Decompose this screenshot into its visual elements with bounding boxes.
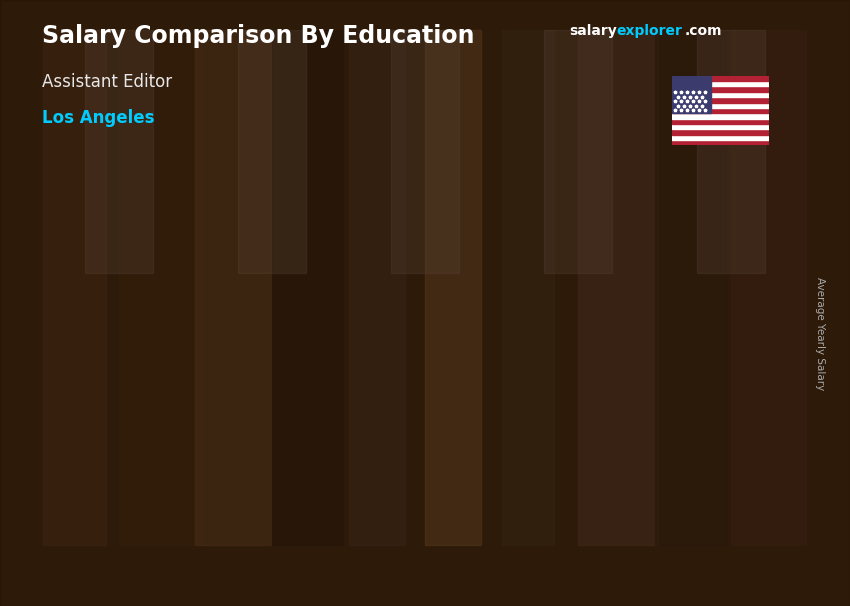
Bar (502, 30, 554, 545)
Bar (647, 254, 661, 533)
Text: Certificate or
Diploma: Certificate or Diploma (351, 556, 455, 586)
Bar (672, 92, 769, 97)
Bar (672, 76, 769, 81)
Bar (555, 247, 661, 254)
Text: 68,500 USD: 68,500 USD (44, 342, 141, 358)
Bar (654, 30, 726, 545)
Text: 95,700 USD: 95,700 USD (249, 279, 346, 293)
Bar (672, 102, 769, 108)
Bar (672, 97, 769, 102)
Bar (196, 30, 271, 545)
Bar (672, 76, 711, 113)
Bar (350, 302, 456, 308)
Bar (672, 81, 769, 87)
Bar (672, 119, 769, 124)
Bar (672, 124, 769, 129)
Text: Bachelor’s
Degree: Bachelor’s Degree (567, 556, 649, 586)
Text: +40%: +40% (245, 210, 321, 233)
Bar (144, 373, 237, 533)
Bar (672, 129, 769, 135)
Text: explorer: explorer (616, 24, 682, 38)
Bar (544, 30, 612, 273)
Text: High School: High School (152, 556, 245, 570)
Text: Average Yearly Salary: Average Yearly Salary (815, 277, 825, 390)
Text: salary: salary (570, 24, 617, 38)
Text: 119,000 USD: 119,000 USD (672, 224, 779, 239)
Bar (348, 30, 405, 545)
Bar (350, 308, 442, 533)
Text: +25%: +25% (450, 155, 526, 179)
Bar (647, 247, 661, 254)
Bar (442, 302, 456, 308)
Text: Salary Comparison By Education: Salary Comparison By Education (42, 24, 475, 48)
Bar (391, 30, 459, 273)
Bar (672, 108, 769, 113)
Bar (237, 373, 252, 533)
Bar (697, 30, 765, 273)
Bar (555, 254, 647, 533)
Bar (442, 308, 456, 533)
Bar (578, 30, 659, 545)
Bar (42, 30, 106, 545)
Bar (119, 30, 202, 545)
Bar (425, 30, 481, 545)
Bar (238, 30, 306, 273)
Text: Los Angeles: Los Angeles (42, 109, 155, 127)
Bar (672, 87, 769, 92)
Bar (672, 135, 769, 140)
Text: .com: .com (684, 24, 722, 38)
Text: Assistant Editor: Assistant Editor (42, 73, 173, 91)
Bar (237, 365, 252, 373)
Bar (731, 30, 806, 545)
Bar (272, 30, 343, 545)
Bar (672, 113, 769, 119)
Bar (85, 30, 153, 273)
Bar (144, 365, 252, 373)
Bar (672, 140, 769, 145)
